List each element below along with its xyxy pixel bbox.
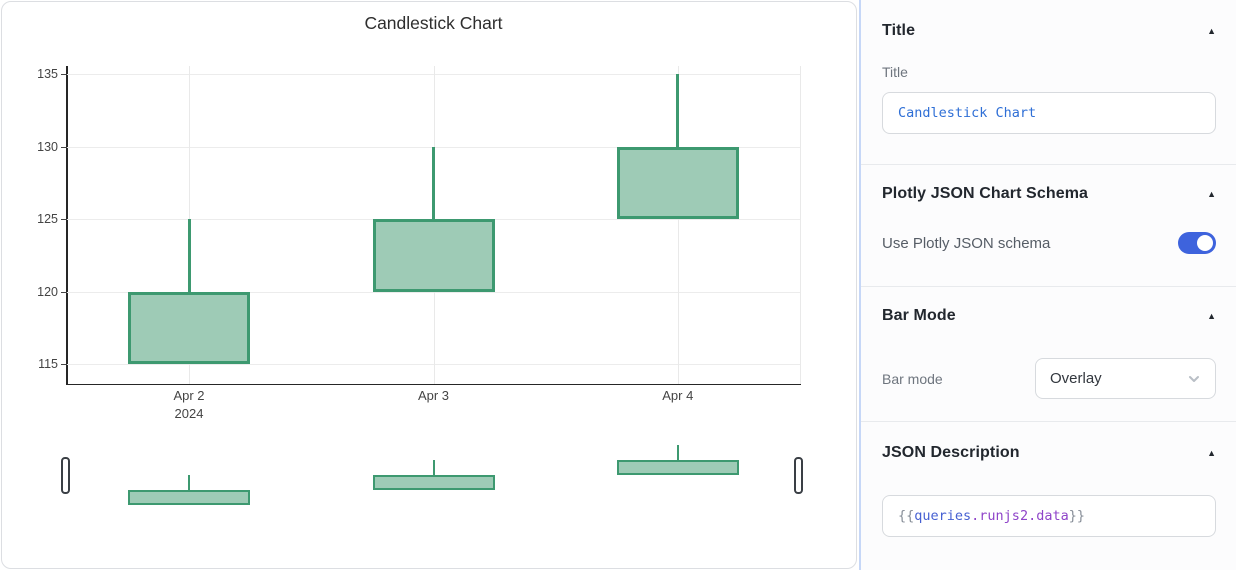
section-json-heading: JSON Description [882,444,1020,461]
section-title: Title ▲ Title [861,0,1236,164]
chart-card: Candlestick Chart 135 130 125 120 115 Apr 2 Ap… [1,1,857,569]
collapse-arrow-icon[interactable]: ▲ [1207,448,1216,458]
section-plotly-json-schema: Plotly JSON Chart Schema ▲ Use Plotly JS… [861,165,1236,286]
section-json-header[interactable]: JSON Description ▲ [882,444,1216,462]
chevron-down-icon [1189,375,1199,382]
x-gridline [677,66,679,384]
y-axis-tick-label: 130 [37,139,58,154]
y-axis-tick-label: 115 [38,357,58,371]
section-barmode-heading: Bar Mode [882,307,956,324]
code-token: {{ [898,508,915,524]
y-axis-tick [61,364,67,365]
candlestick[interactable] [128,291,250,364]
chart-title: Candlestick Chart [364,13,503,33]
section-title-heading: Title [882,22,916,39]
candlestick-plot[interactable]: Candlestick Chart 135 130 125 120 115 Apr 2 Ap… [2,2,856,568]
x-gridline-edge [799,66,801,384]
range-slider-handle-left[interactable] [61,457,70,494]
range-slider-handle-right[interactable] [794,457,803,494]
range-slider-candlestick [128,490,250,505]
candlestick-wick[interactable] [432,146,435,219]
toggle-knob [1197,235,1213,251]
title-field-label: Title [882,64,908,80]
code-token: .runjs2.data [971,508,1069,524]
section-title-header[interactable]: Title ▲ [882,22,1216,40]
use-plotly-json-schema-label: Use Plotly JSON schema [882,234,1051,252]
section-barmode-header[interactable]: Bar Mode ▲ [882,307,1216,325]
code-token: }} [1068,508,1085,524]
json-description-input[interactable]: {{queries .runjs2.data}} [882,495,1216,537]
x-axis-year-label: 2024 [174,406,204,421]
bar-mode-label: Bar mode [882,370,943,387]
title-input[interactable] [882,92,1216,134]
collapse-arrow-icon[interactable]: ▲ [1207,189,1216,199]
range-slider-candlestick-wick [188,475,190,490]
section-bar-mode: Bar Mode ▲ Bar mode Overlay [861,287,1236,421]
section-schema-header[interactable]: Plotly JSON Chart Schema ▲ [882,185,1216,203]
inspector-panel: Title ▲ Title Plotly JSON Chart Schema ▲… [859,0,1236,570]
range-slider-candlestick-wick [676,445,679,460]
section-json-description: JSON Description ▲ {{queries .runjs2.data… [861,422,1236,552]
y-axis-tick [61,291,67,293]
y-axis-line [66,66,68,385]
range-slider-candlestick-wick [432,460,435,475]
section-divider [861,421,1236,422]
x-axis-tick-label: Apr 4 [662,388,694,403]
y-axis-tick-label: 120 [37,284,58,299]
y-axis-tick [61,146,67,148]
section-schema-heading: Plotly JSON Chart Schema [882,185,1089,202]
section-divider [861,164,1236,165]
candlestick[interactable] [616,146,739,219]
x-axis-tick-label: Apr 2 [173,388,205,403]
candlestick-wick[interactable] [676,74,680,147]
section-divider [861,286,1236,287]
x-axis-tick-label: Apr 3 [417,388,450,403]
code-token: queries [914,508,972,524]
use-plotly-json-schema-toggle[interactable] [1178,232,1216,254]
bar-mode-select[interactable]: Overlay [1035,358,1216,399]
y-axis-tick [61,219,67,220]
collapse-arrow-icon[interactable]: ▲ [1207,26,1216,36]
bar-mode-selected-value: Overlay [1050,370,1102,387]
y-axis-tick-label: 135 [37,67,58,81]
x-axis-line [66,383,801,385]
range-slider-candlestick [616,460,739,475]
range-slider-candlestick [372,475,495,490]
collapse-arrow-icon[interactable]: ▲ [1207,311,1216,321]
candlestick-wick[interactable] [187,219,191,292]
y-axis-tick-label: 125 [37,212,58,226]
candlestick[interactable] [372,219,495,292]
y-axis-tick [61,74,67,75]
